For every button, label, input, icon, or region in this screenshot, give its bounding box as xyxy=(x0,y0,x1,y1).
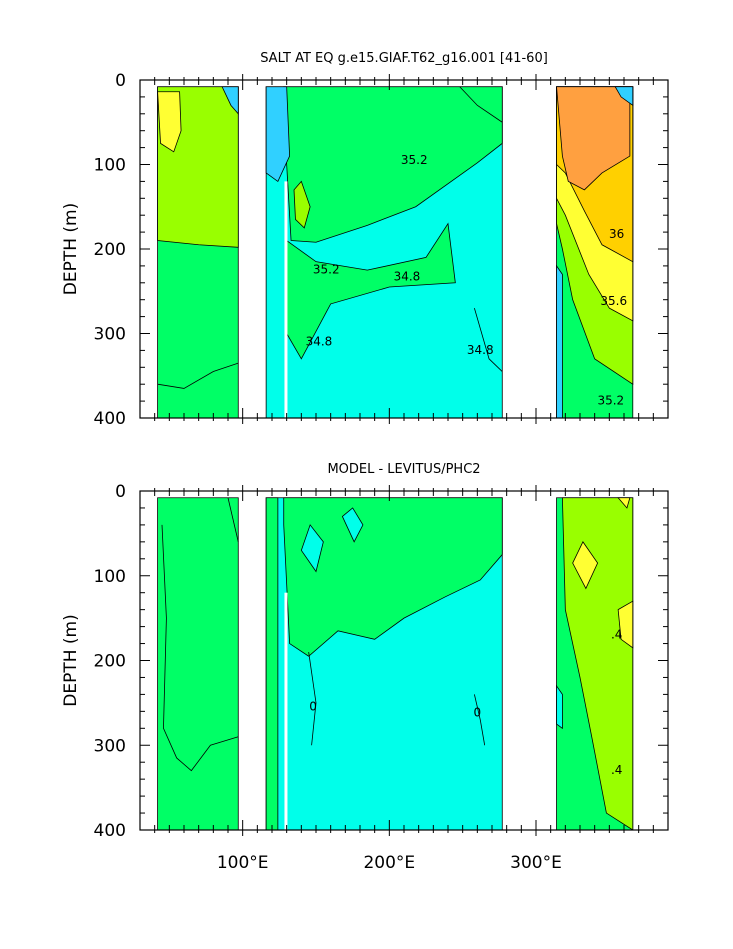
y-tick-label: 400 xyxy=(94,821,126,841)
contour-pacific-east xyxy=(459,86,503,123)
y-tick-label: 300 xyxy=(94,325,126,345)
contour-fill xyxy=(157,86,634,418)
fill-pacific-yellow xyxy=(293,180,311,229)
contour-pacific-diff-0b xyxy=(474,694,486,746)
contour-label: 0 xyxy=(474,706,482,720)
y-tick-label: 100 xyxy=(94,567,126,587)
y-tick-label: 200 xyxy=(94,240,126,260)
contour-pacific-3 xyxy=(474,308,503,372)
y-tick-label: 0 xyxy=(115,482,126,502)
contour-label: 35.2 xyxy=(597,394,624,408)
y-tick-label: 400 xyxy=(94,409,126,429)
y-axis-label: DEPTH (m) xyxy=(61,203,81,295)
land-gap xyxy=(284,592,288,830)
contour-label: 0 xyxy=(309,700,317,714)
fill-pacific-west-blue xyxy=(265,86,291,183)
contour-label: .4 xyxy=(611,628,622,642)
fill-atlantic-diff-teal xyxy=(556,684,563,730)
fill-pacific-diff-upper xyxy=(283,497,503,657)
fill-atlantic-diff-yellow2 xyxy=(617,600,634,649)
contour-label: 34.8 xyxy=(394,269,421,283)
fill-atlantic-blue xyxy=(614,86,634,107)
contour-label: 36 xyxy=(609,227,624,241)
contour-label: 34.8 xyxy=(467,343,494,357)
fill-atlantic-diff-yellow3 xyxy=(617,497,631,509)
contour-label: 35.6 xyxy=(600,294,627,308)
y-tick-label: 300 xyxy=(94,736,126,756)
top-panel-salt: 35.2 35.2 34.8 34.8 34.8 36 35.6 35.2 0 100 200 300… xyxy=(61,51,669,429)
fill-indian-diff xyxy=(157,497,239,830)
bottom-panel-difference: 0 0 .4 .4 0 100 200 300 400 100°E 200°E 300°E MODEL … xyxy=(61,462,669,873)
fill-atlantic-diff-yellow1 xyxy=(572,541,599,590)
y-tick-label: 0 xyxy=(115,71,126,91)
y-axis-label: DEPTH (m) xyxy=(61,614,81,706)
fill-indian-yellow xyxy=(157,91,182,153)
y-tick-label: 100 xyxy=(94,156,126,176)
y-tick-label: 200 xyxy=(94,652,126,672)
fill-pacific-diff-left xyxy=(265,497,279,830)
contour-fill xyxy=(157,497,634,830)
contour-label: 35.2 xyxy=(401,153,428,167)
contour-label: 35.2 xyxy=(313,263,340,277)
contour-indian-diff xyxy=(161,524,239,772)
fill-indian-blue xyxy=(221,86,239,115)
contour-pacific-diff-0 xyxy=(308,651,317,746)
contour-indian-diff-2 xyxy=(227,497,239,542)
contour-indian-deep xyxy=(157,362,239,389)
fill-pacific-diff-blob2 xyxy=(341,507,364,543)
contour-label: .4 xyxy=(611,763,622,777)
fill-atlantic-west xyxy=(556,264,563,418)
fill-atlantic-diff-light xyxy=(561,497,634,830)
fill-pacific-green-lower xyxy=(286,222,456,360)
x-tick-label: 300°E xyxy=(510,853,562,873)
fill-pacific-green xyxy=(283,86,503,243)
chart-title: MODEL - LEVITUS/PHC2 xyxy=(327,462,480,477)
x-tick-label: 100°E xyxy=(217,853,269,873)
fill-pacific-diff-blob1 xyxy=(300,524,324,573)
contour-label: 34.8 xyxy=(306,334,333,348)
land-gap xyxy=(284,181,288,418)
x-tick-label: 200°E xyxy=(363,853,415,873)
chart-title: SALT AT EQ g.e15.GIAF.T62_g16.001 [41-60… xyxy=(260,51,548,66)
